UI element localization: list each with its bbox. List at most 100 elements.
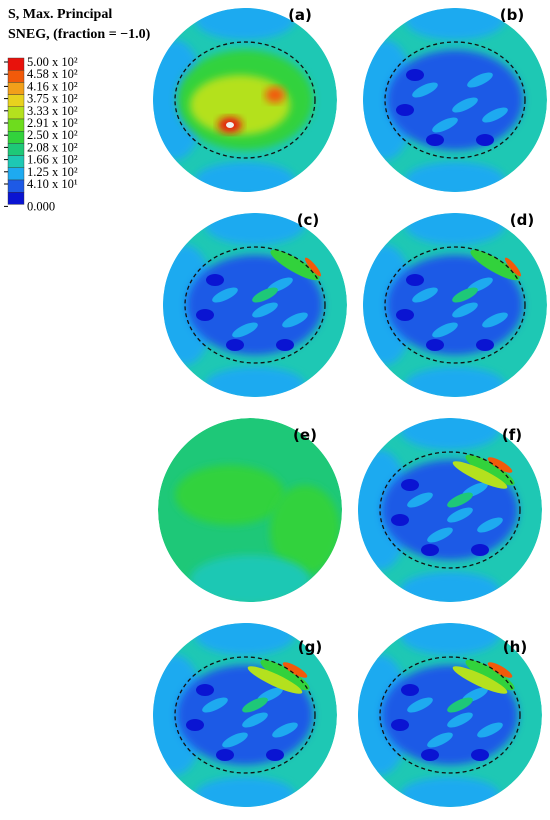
contour-zone [206, 274, 224, 286]
contour-zone [396, 309, 414, 321]
contour-zone [401, 684, 419, 696]
contour-zone [426, 339, 444, 351]
contour-zone [412, 287, 438, 303]
legend-label: 3.75 x 10² [27, 92, 78, 106]
dashed-outline [174, 656, 316, 774]
legend-label: 3.33 x 10² [27, 104, 78, 118]
contour-zone [405, 162, 505, 192]
contour-zone [163, 245, 215, 365]
contour-zone [487, 457, 513, 473]
contour-zone [400, 777, 500, 807]
panel-label: (e) [293, 426, 317, 444]
contour-zone [195, 162, 295, 192]
legend-swatch [7, 69, 25, 83]
dashed-outline [379, 656, 521, 774]
contour-zone [247, 666, 303, 694]
contour-zone [487, 662, 513, 678]
contour-zone [407, 492, 433, 508]
contour-zone [175, 465, 285, 525]
contour-zone [266, 749, 284, 761]
legend-swatch [7, 57, 25, 71]
contour-zone [476, 339, 494, 351]
legend-label: 2.91 x 10² [27, 116, 78, 130]
legend-swatch [7, 94, 25, 107]
contour-plot [153, 8, 337, 192]
contour-zone [252, 287, 278, 303]
contour-zone [226, 122, 234, 128]
legend-swatch [7, 179, 25, 193]
contour-zone [477, 517, 503, 533]
contour-zone [202, 697, 228, 713]
contour-zone [400, 418, 500, 450]
contour-zone [391, 719, 409, 731]
contour-zone [401, 479, 419, 491]
dashed-outline [379, 451, 521, 569]
contour-zone [447, 712, 473, 728]
contour-zone [421, 749, 439, 761]
contour-zone [405, 213, 505, 245]
legend-label: 4.16 x 10² [27, 79, 78, 93]
contour-zone [205, 213, 305, 245]
contour-zone [476, 134, 494, 146]
contour-zone [153, 655, 205, 775]
contour-zone [387, 50, 523, 150]
contour-zone [153, 40, 205, 160]
panel-label: (c) [297, 211, 320, 229]
contour-zone [195, 8, 295, 40]
legend-swatch [7, 191, 25, 205]
dashed-outline [384, 41, 526, 159]
legend-label: 1.66 x 10² [27, 153, 78, 167]
contour-zone [465, 659, 515, 691]
contour-zone [452, 97, 478, 113]
legend-swatch [7, 167, 25, 181]
contour-zone [452, 302, 478, 318]
contour-zone [190, 75, 290, 135]
contour-zone [447, 507, 473, 523]
legend-swatch [7, 106, 25, 120]
contour-zone [504, 257, 522, 277]
contour-zone [412, 82, 438, 98]
legend-title: SNEG, (fraction = −1.0) [8, 27, 151, 42]
legend-label: 4.58 x 10² [27, 67, 78, 81]
panel-label: (a) [288, 6, 312, 24]
contour-plot [363, 213, 547, 397]
panel-label: (g) [298, 638, 322, 656]
contour-zone [358, 655, 410, 775]
contour-plot [158, 418, 342, 602]
contour-zone [363, 245, 415, 365]
contour-zone [282, 662, 308, 678]
contour-zone [196, 309, 214, 321]
contour-zone [405, 367, 505, 397]
contour-zone [186, 719, 204, 731]
contour-zone [391, 514, 409, 526]
contour-zone [195, 623, 295, 655]
contour-zone [304, 257, 322, 277]
legend-label: 4.10 x 10¹ [27, 177, 78, 191]
contour-zone [260, 659, 310, 691]
contour-zone [427, 732, 453, 748]
legend-swatch [7, 118, 25, 132]
contour-zone [470, 249, 520, 281]
legend-swatch [7, 143, 25, 156]
contour-plot [153, 623, 337, 807]
contour-zone [482, 312, 508, 328]
legend-label: 5.00 x 10² [27, 55, 78, 69]
panel-label: (h) [503, 638, 527, 656]
legend-swatch [7, 130, 25, 144]
contour-zone [421, 544, 439, 556]
contour-zone [471, 749, 489, 761]
contour-plot [163, 213, 347, 397]
contour-zone [212, 287, 238, 303]
contour-plot [358, 418, 542, 602]
contour-zone [405, 8, 505, 40]
contour-zone [447, 697, 473, 713]
dashed-outline [174, 41, 316, 159]
contour-plot [363, 8, 547, 192]
legend-label: 1.25 x 10² [27, 165, 78, 179]
contour-zone [265, 87, 285, 103]
contour-zone [358, 450, 410, 570]
contour-zone [406, 69, 424, 81]
contour-zone [363, 40, 415, 160]
contour-zone [195, 777, 295, 807]
